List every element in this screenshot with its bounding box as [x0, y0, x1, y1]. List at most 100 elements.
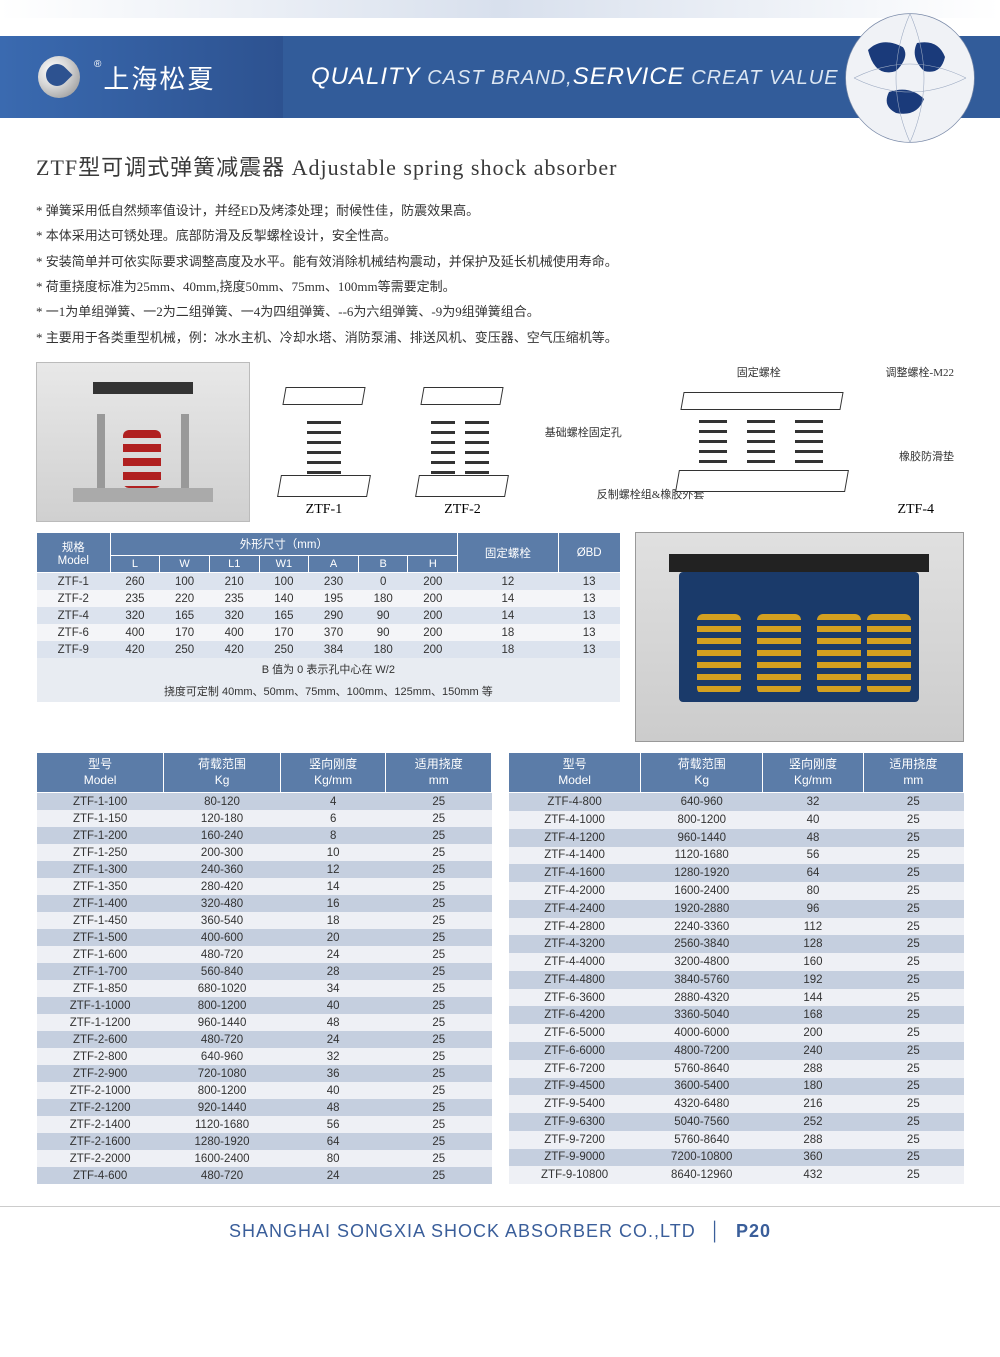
spec-cell: ZTF-2-900 — [37, 1065, 164, 1082]
annotation-base-hole: 基础螺栓固定孔 — [545, 424, 622, 440]
footer-company-en: SHANGHAI SONGXIA SHOCK ABSORBER CO.,LTD — [229, 1221, 696, 1241]
spec-cell: 216 — [763, 1095, 863, 1113]
spec-row: ZTF-4-20001600-24008025 — [509, 882, 964, 900]
th-model: 规格 Model — [37, 533, 111, 573]
spec-cell: ZTF-1-600 — [37, 946, 164, 963]
dim-cell: 14 — [458, 607, 558, 624]
spec-cell: 960-1440 — [164, 1014, 281, 1031]
spec-row: ZTF-6-42003360-504016825 — [509, 1006, 964, 1024]
spec-cell: 800-1200 — [641, 811, 763, 829]
th-bolt: 固定螺栓 — [458, 533, 558, 573]
spec-cell: 36 — [280, 1065, 386, 1082]
spec-cell: 25 — [863, 1113, 963, 1131]
spec-cell: ZTF-1-400 — [37, 895, 164, 912]
spec-cell: 25 — [386, 997, 492, 1014]
dim-cell: 170 — [160, 624, 210, 641]
spec-row: ZTF-6-50004000-600020025 — [509, 1024, 964, 1042]
spec-cell: 5760-8640 — [641, 1060, 763, 1078]
spec-cell: 3840-5760 — [641, 971, 763, 989]
spec-row: ZTF-4-1200960-14404825 — [509, 829, 964, 847]
spec-cell: 14 — [280, 878, 386, 895]
dim-cell: 165 — [160, 607, 210, 624]
spec-cell: ZTF-2-1200 — [37, 1099, 164, 1116]
annotation-adjust-bolt: 调整螺栓-M22 — [886, 364, 954, 380]
spec-cell: 1120-1680 — [641, 847, 763, 865]
spec-cell: ZTF-1-250 — [37, 844, 164, 861]
logo-icon — [38, 56, 80, 98]
dim-cell: 170 — [259, 624, 309, 641]
diagram-label-ztf1: ZTF-1 — [306, 502, 343, 518]
dim-cell: 384 — [309, 641, 359, 658]
bullet-item: 本体采用达可锈处理。底部防滑及反掣螺栓设计，安全性高。 — [36, 223, 964, 248]
spec-cell: 25 — [386, 1048, 492, 1065]
spec-cell: ZTF-6-4200 — [509, 1006, 641, 1024]
dim-cell: 13 — [558, 624, 620, 641]
spec-cell: ZTF-4-2400 — [509, 900, 641, 918]
spec-cell: ZTF-4-1000 — [509, 811, 641, 829]
dim-cell: 200 — [408, 607, 458, 624]
th-dim-B: B — [358, 556, 408, 573]
spec-cell: 25 — [863, 1024, 963, 1042]
spec-cell: 192 — [763, 971, 863, 989]
spec-cell: 560-840 — [164, 963, 281, 980]
feature-bullets: 弹簧采用低自然频率值设计，并经ED及烤漆处理；耐候性佳，防震效果高。本体采用达可… — [36, 198, 964, 350]
spec-cell: 200-300 — [164, 844, 281, 861]
spec-row: ZTF-1-200160-240825 — [37, 827, 492, 844]
spec-row: ZTF-2-1200920-14404825 — [37, 1099, 492, 1116]
th-dimensions-group: 外形尺寸（mm） — [110, 533, 457, 556]
spec-cell: 1600-2400 — [641, 882, 763, 900]
spec-cell: 288 — [763, 1131, 863, 1149]
spec-cell: 80 — [280, 1150, 386, 1167]
dim-cell: 210 — [209, 573, 259, 591]
bullet-item: 安装简单并可依实际要求调整高度及水平。能有效消除机械结构震动，并保护及延长机械使… — [36, 249, 964, 274]
spec-cell: ZTF-1-450 — [37, 912, 164, 929]
dim-cell: 13 — [558, 641, 620, 658]
dim-cell-model: ZTF-6 — [37, 624, 111, 641]
bullet-item: 一1为单组弹簧、一2为二组弹簧、一4为四组弹簧、--6为六组弹簧、-9为9组弹簧… — [36, 299, 964, 324]
spec-cell: 12 — [280, 861, 386, 878]
spec-cell: ZTF-1-150 — [37, 810, 164, 827]
dim-cell-model: ZTF-9 — [37, 641, 111, 658]
spec-row: ZTF-1-1000800-12004025 — [37, 997, 492, 1014]
spec-cell: 25 — [386, 1133, 492, 1150]
spec-cell: ZTF-6-6000 — [509, 1042, 641, 1060]
spec-cell: 240 — [763, 1042, 863, 1060]
spec-row: ZTF-4-48003840-576019225 — [509, 971, 964, 989]
spec-row: ZTF-4-16001280-19206425 — [509, 864, 964, 882]
spec-cell: 4800-7200 — [641, 1042, 763, 1060]
spec-cell: 168 — [763, 1006, 863, 1024]
spec-cell: 3200-4800 — [641, 953, 763, 971]
spec-cell: ZTF-4-2800 — [509, 918, 641, 936]
product-photo-1 — [36, 362, 250, 522]
th-dim-W: W — [160, 556, 210, 573]
dim-cell: 420 — [209, 641, 259, 658]
spec-cell: 800-1200 — [164, 997, 281, 1014]
spec-cell: ZTF-4-1200 — [509, 829, 641, 847]
spec-cell: 480-720 — [164, 1031, 281, 1048]
page-footer: SHANGHAI SONGXIA SHOCK ABSORBER CO.,LTD … — [0, 1206, 1000, 1262]
spec-cell: 25 — [386, 980, 492, 997]
dim-cell: 370 — [309, 624, 359, 641]
spec-cell: ZTF-4-4000 — [509, 953, 641, 971]
annotation-rubber-pad: 橡胶防滑垫 — [899, 448, 954, 464]
dim-cell: 200 — [408, 641, 458, 658]
spec-cell: 40 — [763, 811, 863, 829]
spec-cell: 25 — [386, 844, 492, 861]
spec-cell: 920-1440 — [164, 1099, 281, 1116]
dim-row: ZTF-6400170400170370902001813 — [37, 624, 621, 641]
spec-cell: ZTF-1-350 — [37, 878, 164, 895]
spec-cell: 80 — [763, 882, 863, 900]
spec-cell: 680-1020 — [164, 980, 281, 997]
spec-row: ZTF-1-350280-4201425 — [37, 878, 492, 895]
spec-cell: ZTF-2-1000 — [37, 1082, 164, 1099]
spec-cell: ZTF-1-700 — [37, 963, 164, 980]
spec-cell: 120-180 — [164, 810, 281, 827]
spec-cell: 25 — [386, 827, 492, 844]
bullet-item: 弹簧采用低自然频率值设计，并经ED及烤漆处理；耐候性佳，防震效果高。 — [36, 198, 964, 223]
spec-cell: 25 — [386, 963, 492, 980]
th-spec-load-r: 荷载范围 Kg — [641, 753, 763, 793]
spec-cell: 8640-12960 — [641, 1166, 763, 1184]
spec-cell: 640-960 — [164, 1048, 281, 1065]
spec-cell: ZTF-1-850 — [37, 980, 164, 997]
spec-cell: 25 — [863, 971, 963, 989]
